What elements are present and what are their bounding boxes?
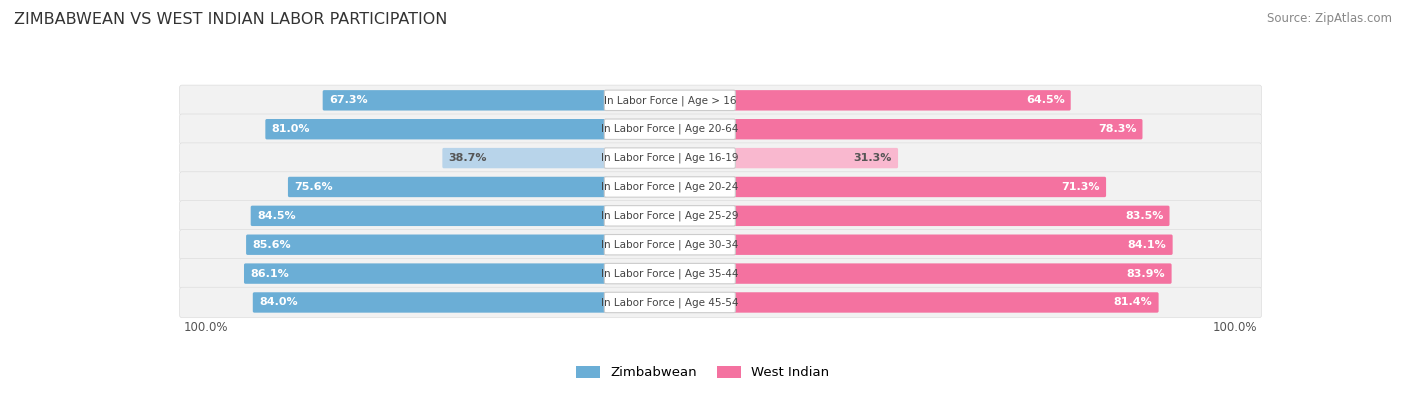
FancyBboxPatch shape — [733, 177, 1107, 197]
FancyBboxPatch shape — [180, 287, 1261, 318]
FancyBboxPatch shape — [605, 148, 735, 168]
FancyBboxPatch shape — [245, 263, 607, 284]
Text: 84.1%: 84.1% — [1128, 240, 1167, 250]
Text: 64.5%: 64.5% — [1026, 95, 1064, 105]
FancyBboxPatch shape — [605, 292, 735, 313]
FancyBboxPatch shape — [733, 90, 1071, 111]
FancyBboxPatch shape — [733, 263, 1171, 284]
Text: 100.0%: 100.0% — [184, 321, 228, 334]
Text: In Labor Force | Age 16-19: In Labor Force | Age 16-19 — [600, 153, 738, 164]
Text: 67.3%: 67.3% — [329, 95, 367, 105]
Text: In Labor Force | Age 45-54: In Labor Force | Age 45-54 — [600, 297, 738, 308]
Text: 75.6%: 75.6% — [294, 182, 333, 192]
FancyBboxPatch shape — [733, 119, 1143, 139]
FancyBboxPatch shape — [253, 292, 607, 313]
Text: In Labor Force | Age > 16: In Labor Force | Age > 16 — [603, 95, 737, 105]
Text: Source: ZipAtlas.com: Source: ZipAtlas.com — [1267, 12, 1392, 25]
Text: 84.5%: 84.5% — [257, 211, 295, 221]
Text: 84.0%: 84.0% — [259, 297, 298, 307]
Text: 100.0%: 100.0% — [1213, 321, 1257, 334]
Text: 81.4%: 81.4% — [1114, 297, 1153, 307]
Text: In Labor Force | Age 30-34: In Labor Force | Age 30-34 — [602, 239, 738, 250]
FancyBboxPatch shape — [733, 292, 1159, 313]
Text: 71.3%: 71.3% — [1062, 182, 1099, 192]
FancyBboxPatch shape — [246, 235, 607, 255]
Text: 31.3%: 31.3% — [853, 153, 891, 163]
FancyBboxPatch shape — [733, 235, 1173, 255]
FancyBboxPatch shape — [180, 229, 1261, 260]
Text: In Labor Force | Age 25-29: In Labor Force | Age 25-29 — [600, 211, 738, 221]
FancyBboxPatch shape — [180, 258, 1261, 289]
FancyBboxPatch shape — [733, 148, 898, 168]
FancyBboxPatch shape — [266, 119, 607, 139]
Text: 81.0%: 81.0% — [271, 124, 311, 134]
FancyBboxPatch shape — [733, 206, 1170, 226]
FancyBboxPatch shape — [443, 148, 607, 168]
Text: In Labor Force | Age 20-24: In Labor Force | Age 20-24 — [602, 182, 738, 192]
FancyBboxPatch shape — [605, 177, 735, 197]
FancyBboxPatch shape — [250, 206, 607, 226]
FancyBboxPatch shape — [180, 143, 1261, 173]
Text: In Labor Force | Age 35-44: In Labor Force | Age 35-44 — [600, 268, 738, 279]
Text: 83.9%: 83.9% — [1126, 269, 1166, 278]
FancyBboxPatch shape — [605, 119, 735, 139]
FancyBboxPatch shape — [180, 85, 1261, 116]
FancyBboxPatch shape — [288, 177, 607, 197]
Text: 38.7%: 38.7% — [449, 153, 486, 163]
FancyBboxPatch shape — [605, 90, 735, 111]
FancyBboxPatch shape — [322, 90, 607, 111]
Text: 85.6%: 85.6% — [252, 240, 291, 250]
FancyBboxPatch shape — [605, 263, 735, 284]
FancyBboxPatch shape — [605, 235, 735, 255]
FancyBboxPatch shape — [605, 206, 735, 226]
Text: ZIMBABWEAN VS WEST INDIAN LABOR PARTICIPATION: ZIMBABWEAN VS WEST INDIAN LABOR PARTICIP… — [14, 12, 447, 27]
Text: 86.1%: 86.1% — [250, 269, 290, 278]
Legend: Zimbabwean, West Indian: Zimbabwean, West Indian — [571, 361, 835, 384]
FancyBboxPatch shape — [180, 172, 1261, 202]
Text: In Labor Force | Age 20-64: In Labor Force | Age 20-64 — [602, 124, 738, 134]
Text: 83.5%: 83.5% — [1125, 211, 1163, 221]
FancyBboxPatch shape — [180, 114, 1261, 145]
FancyBboxPatch shape — [180, 201, 1261, 231]
Text: 78.3%: 78.3% — [1098, 124, 1136, 134]
